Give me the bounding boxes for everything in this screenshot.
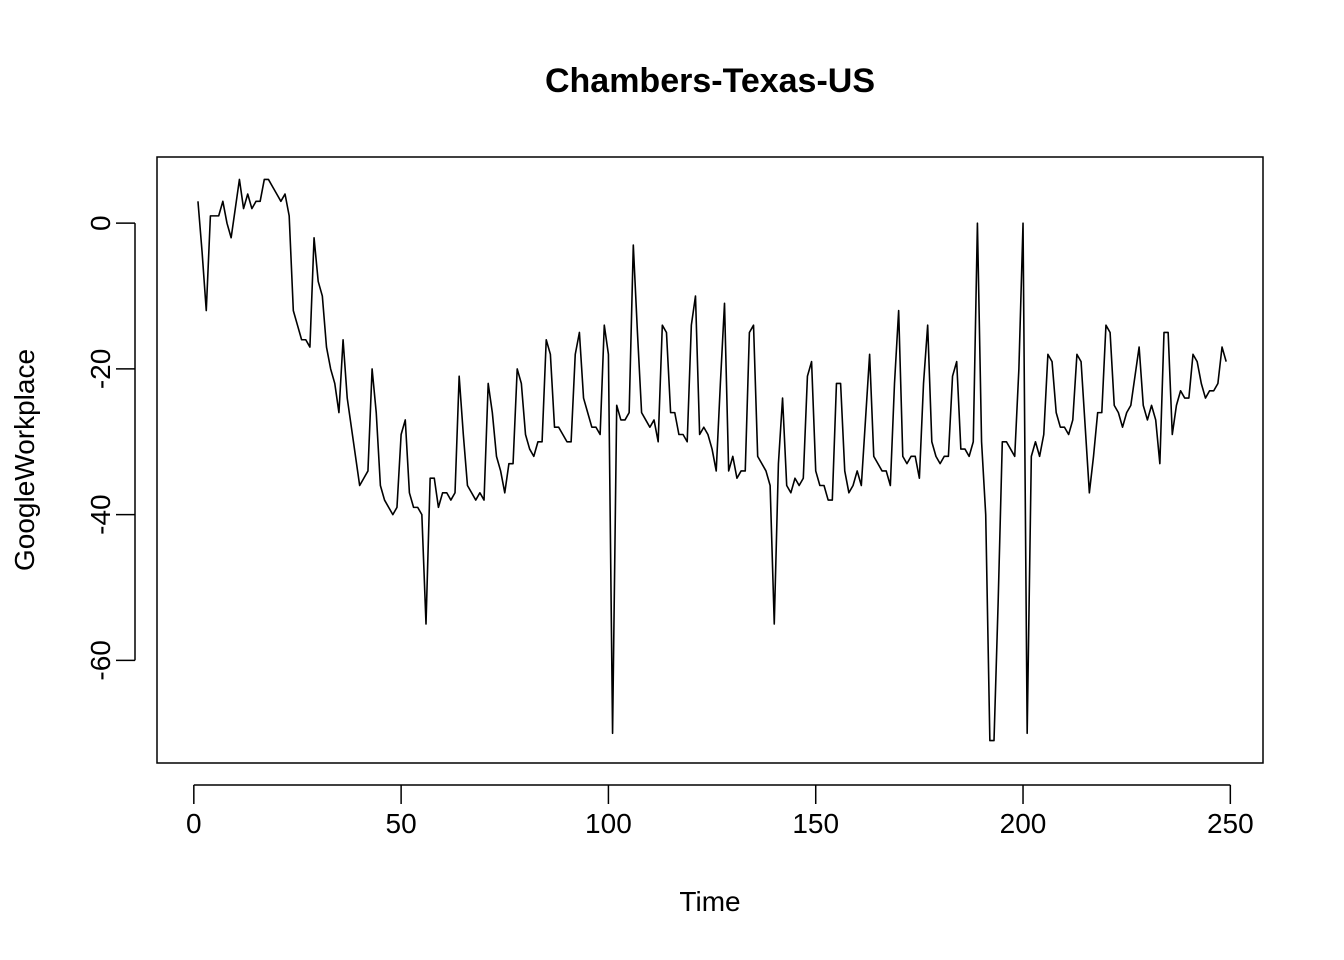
y-tick-label: -60 — [85, 640, 116, 680]
x-tick-label: 250 — [1207, 808, 1254, 839]
x-axis: 0 50 100 150 200 250 — [186, 784, 1254, 839]
y-tick-label: -20 — [85, 349, 116, 389]
y-axis-label: GoogleWorkplace — [9, 349, 40, 571]
chart-title: Chambers-Texas-US — [545, 62, 875, 100]
y-tick-label: 0 — [85, 215, 116, 231]
y-tick-label: -40 — [85, 494, 116, 534]
x-tick-label: 0 — [186, 808, 202, 839]
x-axis-label: Time — [679, 886, 740, 917]
x-tick-label: 200 — [1000, 808, 1047, 839]
y-axis: 0 -20 -40 -60 — [85, 215, 136, 681]
plot-frame — [156, 156, 1264, 764]
x-tick-label: 50 — [386, 808, 417, 839]
x-tick-label: 150 — [792, 808, 839, 839]
series-line — [197, 178, 1227, 742]
x-tick-label: 100 — [585, 808, 632, 839]
